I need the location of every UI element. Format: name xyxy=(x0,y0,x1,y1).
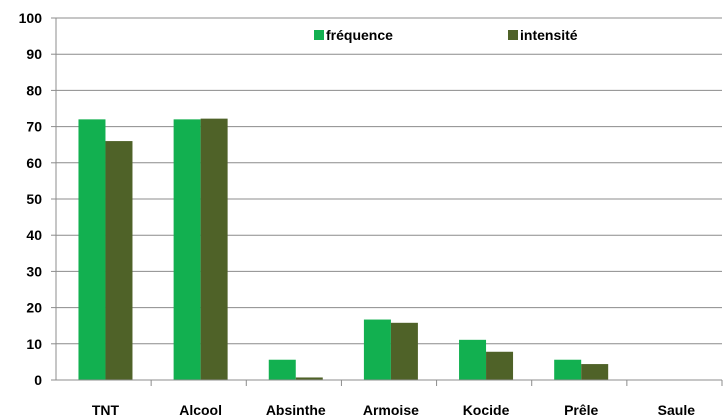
bar-intensité-Armoise xyxy=(390,322,418,380)
bar-fréquence-Armoise xyxy=(363,319,391,380)
x-axis-ticks: TNT Alcool Absinthe Armoise Kocide Prêle Saule xyxy=(92,402,695,418)
y-tick-label: 60 xyxy=(26,155,42,171)
bar-fréquence-TNT xyxy=(78,119,106,381)
x-tick-label: Armoise xyxy=(363,402,419,418)
bar-fréquence-Prêle xyxy=(554,359,582,380)
y-tick-label: 40 xyxy=(26,227,42,243)
x-tick-label: Saule xyxy=(658,402,696,418)
bar-intensité-Alcool xyxy=(200,118,228,381)
y-tick-label: 80 xyxy=(26,82,42,98)
y-axis-ticks: 0 10 20 30 40 50 60 70 80 90 100 xyxy=(19,10,43,388)
bar-intensité-TNT xyxy=(105,141,133,380)
y-tick-label: 30 xyxy=(26,263,42,279)
x-tick-label: Prêle xyxy=(564,402,598,418)
y-tick-label: 50 xyxy=(26,191,42,207)
y-tick-label: 10 xyxy=(26,336,42,352)
bars xyxy=(78,118,609,381)
x-tick-label: Kocide xyxy=(463,402,510,418)
y-tick-label: 90 xyxy=(26,46,42,62)
legend-swatch xyxy=(314,30,324,40)
legend: fréquence intensité xyxy=(314,27,578,43)
legend-label: fréquence xyxy=(326,27,393,43)
x-tick-label: TNT xyxy=(92,402,120,418)
bar-intensité-Prêle xyxy=(581,364,609,380)
bar-fréquence-Alcool xyxy=(173,119,201,381)
x-tick-label: Absinthe xyxy=(266,402,326,418)
legend-swatch xyxy=(508,30,518,40)
bar-fréquence-Kocide xyxy=(459,339,487,380)
y-tick-label: 70 xyxy=(26,119,42,135)
legend-label: intensité xyxy=(520,27,578,43)
bar-intensité-Absinthe xyxy=(295,377,323,380)
x-tick-label: Alcool xyxy=(179,402,222,418)
y-tick-label: 0 xyxy=(34,372,42,388)
y-tick-label: 20 xyxy=(26,300,42,316)
y-tick-label: 100 xyxy=(19,10,43,26)
bar-fréquence-Absinthe xyxy=(268,359,296,380)
gridlines xyxy=(56,17,722,345)
bar-intensité-Kocide xyxy=(486,351,514,380)
axes xyxy=(51,17,723,386)
